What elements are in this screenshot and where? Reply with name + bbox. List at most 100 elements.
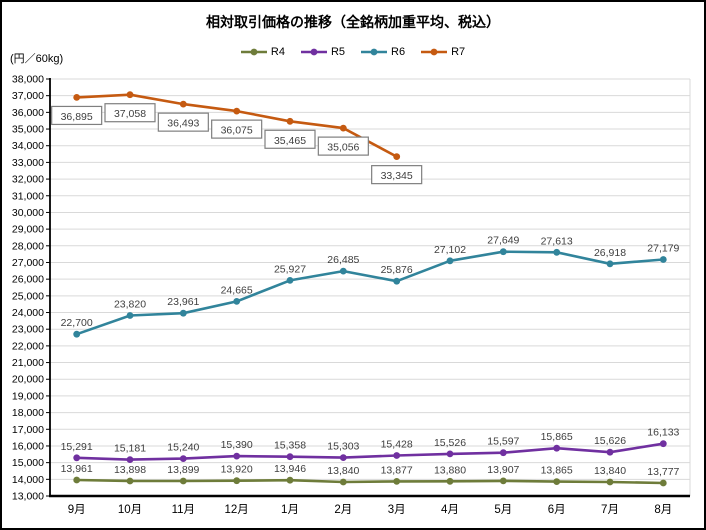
- data-label-R5: 16,133: [647, 427, 679, 439]
- series-line-R6: [75, 250, 665, 336]
- legend-label: R4: [270, 46, 285, 58]
- data-label-box-R7: [51, 105, 103, 126]
- data-label-R6: 22,700: [61, 317, 93, 329]
- data-point-R6: [393, 277, 401, 285]
- data-label-box-R7: [211, 119, 263, 139]
- data-point-R5: [659, 440, 667, 448]
- data-point-R7: [233, 107, 241, 115]
- data-point-R4: [126, 477, 134, 485]
- legend-label: R7: [451, 46, 466, 58]
- y-axis-tick-label: 18,000: [12, 407, 44, 419]
- data-label-R5: 15,181: [114, 443, 146, 455]
- data-point-R4: [553, 478, 561, 485]
- data-point-R6: [446, 257, 454, 265]
- data-label-R6: 26,918: [594, 247, 626, 259]
- data-label-R6: 27,613: [541, 235, 573, 247]
- data-point-R6: [659, 256, 667, 263]
- data-label-R4: 13,898: [114, 464, 146, 476]
- data-point-R5: [606, 448, 614, 456]
- data-point-R6: [339, 267, 347, 275]
- data-point-R5: [553, 444, 561, 452]
- x-axis-label: 9月: [68, 504, 86, 516]
- data-label-R6: 26,485: [327, 254, 359, 266]
- y-axis-tick-label: 30,000: [12, 207, 44, 219]
- data-label-box-R7: [371, 165, 423, 185]
- legend-item-R5: R5: [300, 46, 345, 58]
- data-label-R5: 15,865: [541, 431, 573, 443]
- data-label-R4: 13,899: [167, 464, 199, 476]
- y-axis-tick-label: 20,000: [12, 374, 44, 386]
- legend-line-marker-icon: [421, 48, 448, 56]
- legend-item-R7: R7: [421, 46, 465, 58]
- legend-line-marker-icon: [361, 48, 387, 56]
- data-point-R6: [179, 309, 187, 317]
- y-axis-tick-label: 22,000: [12, 340, 44, 352]
- data-label-R5: 15,303: [327, 441, 359, 453]
- data-label-R6: 24,665: [221, 284, 253, 296]
- x-axis-label: 3月: [388, 504, 406, 516]
- data-label-box-R7: [264, 129, 316, 149]
- legend-line-marker-icon: [300, 48, 327, 56]
- data-point-R4: [499, 477, 507, 485]
- y-axis-tick-label: 37,000: [12, 90, 44, 102]
- data-label-R4: 13,840: [327, 465, 359, 477]
- y-axis-tick-label: 33,000: [12, 157, 44, 169]
- data-label-R6: 25,876: [381, 264, 413, 276]
- data-label-R4: 13,865: [541, 465, 573, 477]
- x-axis-label: 4月: [441, 504, 459, 516]
- data-point-R6: [126, 312, 134, 319]
- data-label-R7: 37,058: [114, 108, 146, 120]
- y-axis-tick-label: 35,000: [12, 124, 44, 136]
- legend-label: R6: [391, 46, 406, 58]
- data-point-R5: [73, 454, 81, 462]
- data-label-R7: 36,895: [61, 111, 93, 123]
- y-axis-tick-label: 17,000: [12, 424, 44, 436]
- y-axis-tick-label: 13,000: [12, 491, 44, 503]
- data-point-R5: [393, 452, 401, 459]
- legend-item-R6: R6: [361, 46, 405, 58]
- data-point-R7: [393, 153, 401, 161]
- data-label-R7: 36,075: [221, 125, 253, 137]
- data-label-R7: 36,493: [167, 118, 199, 130]
- data-point-R7: [339, 124, 347, 132]
- data-label-R7: 35,465: [274, 135, 306, 147]
- data-label-R6: 23,820: [114, 299, 146, 311]
- data-point-R7: [73, 94, 81, 101]
- y-axis-tick-label: 15,000: [12, 457, 44, 469]
- data-point-R5: [499, 449, 507, 457]
- data-point-R6: [286, 277, 294, 284]
- data-label-R5: 15,597: [487, 436, 519, 448]
- data-label-R4: 13,961: [61, 463, 93, 475]
- data-label-R5: 15,240: [167, 442, 199, 454]
- data-point-R5: [446, 450, 454, 458]
- y-axis-tick-label: 29,000: [12, 224, 44, 236]
- data-point-R5: [233, 452, 241, 460]
- legend-label: R5: [330, 46, 345, 58]
- y-axis-tick-label: 14,000: [12, 474, 44, 486]
- data-point-R7: [286, 117, 294, 125]
- data-label-R6: 27,102: [434, 244, 466, 256]
- data-label-box-R7: [157, 112, 209, 132]
- y-axis-tick-label: 26,000: [12, 274, 44, 286]
- data-point-R5: [286, 453, 294, 461]
- data-label-R4: 13,880: [434, 464, 466, 476]
- y-axis-tick-label: 36,000: [12, 107, 44, 119]
- data-point-R7: [126, 91, 134, 99]
- data-label-R4: 13,946: [274, 463, 306, 475]
- data-point-R6: [553, 248, 561, 256]
- data-point-R6: [499, 248, 507, 256]
- data-label-R4: 13,920: [221, 464, 253, 476]
- data-point-R4: [233, 477, 241, 485]
- data-label-R5: 15,291: [61, 441, 93, 453]
- data-label-R5: 15,626: [594, 435, 626, 447]
- y-axis-tick-label: 16,000: [12, 440, 44, 452]
- data-point-R4: [606, 478, 614, 486]
- y-axis-tick-label: 27,000: [12, 257, 44, 269]
- x-axis-label: 6月: [548, 504, 566, 516]
- y-axis-tick-label: 24,000: [12, 307, 44, 319]
- y-axis-tick-label: 28,000: [12, 240, 44, 252]
- data-label-R6: 27,649: [487, 235, 519, 247]
- data-label-R4: 13,840: [594, 465, 626, 477]
- data-point-R4: [393, 478, 401, 485]
